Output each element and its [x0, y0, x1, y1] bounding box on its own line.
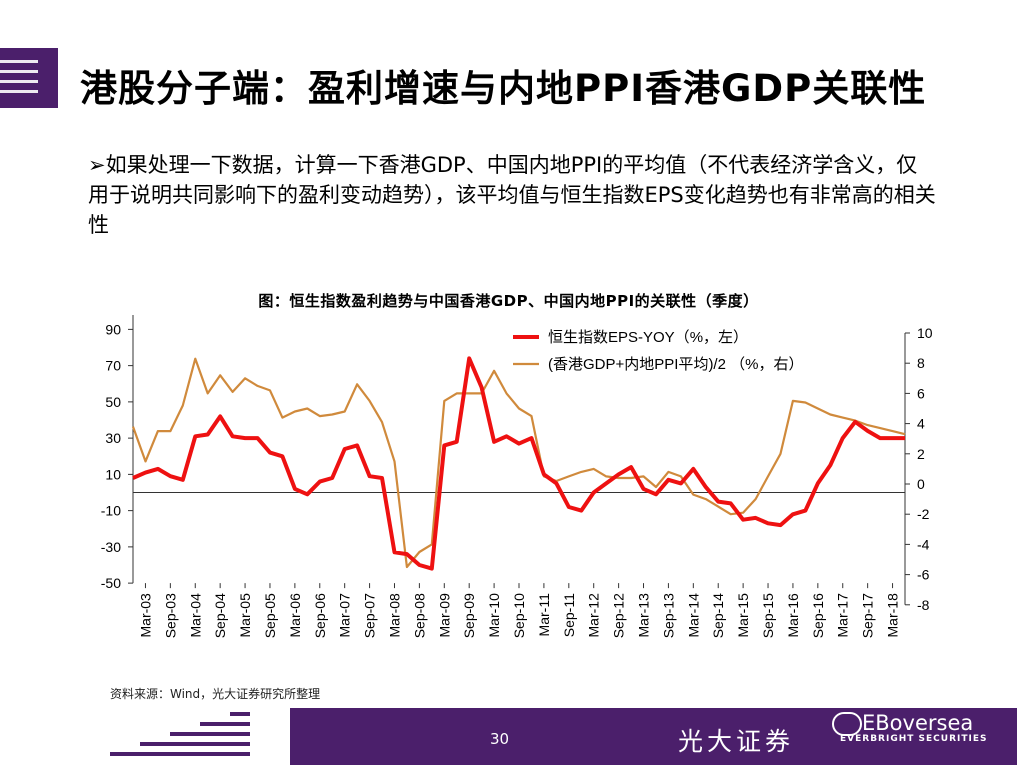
bullet-text: ➢如果处理一下数据，计算一下香港GDP、中国内地PPI的平均值（不代表经济学含义… [88, 153, 936, 237]
x-tick-label: Mar-05 [237, 593, 253, 638]
y-right-tick-label: -2 [917, 506, 930, 522]
x-tick-label: Sep-15 [760, 593, 776, 638]
x-tick-label: Mar-11 [536, 593, 552, 637]
x-tick-label: Mar-17 [835, 593, 851, 638]
y-left-tick-label: 10 [105, 466, 121, 482]
y-left-tick-label: 70 [105, 358, 121, 374]
x-tick-label: Mar-09 [436, 593, 452, 638]
chart-caption: 图：恒生指数盈利趋势与中国香港GDP、中国内地PPI的关联性（季度） [258, 292, 759, 310]
y-right-tick-label: 8 [917, 355, 925, 371]
y-left-tick-label: -50 [101, 575, 121, 591]
x-tick-label: Sep-11 [561, 593, 577, 637]
y-right-tick-label: 0 [917, 476, 925, 492]
x-tick-label: Sep-14 [710, 593, 726, 638]
page-number: 30 [490, 730, 510, 748]
x-tick-label: Mar-04 [187, 593, 203, 638]
x-tick-label: Sep-03 [162, 593, 178, 638]
y-right-tick-label: 10 [917, 325, 933, 341]
series-line-eps-yoy [132, 356, 905, 571]
x-tick-label: Mar-18 [885, 593, 901, 638]
x-tick-label: Mar-13 [636, 593, 652, 638]
brand-english: EBoversea [862, 711, 974, 735]
x-tick-label: Mar-16 [785, 593, 801, 638]
x-tick-label: Mar-15 [735, 593, 751, 638]
y-right-tick-label: 2 [917, 446, 925, 462]
x-tick-label: Sep-13 [660, 593, 676, 638]
y-left-tick-label: -10 [101, 503, 121, 519]
x-tick-label: Mar-14 [685, 593, 701, 638]
x-tick-label: Mar-10 [486, 593, 502, 638]
legend-label-eps: 恒生指数EPS-YOY（%，左） [548, 329, 748, 346]
y-left-tick-label: 50 [105, 394, 121, 410]
x-tick-label: Sep-06 [312, 593, 328, 638]
x-tick-label: Mar-08 [386, 593, 402, 638]
eps-correlation-chart: 90 70 50 30 10 -10 -30 -50 10 8 6 4 2 0 -2 -4 -6 -8 Mar-03… [101, 315, 933, 638]
x-tick-label: Sep-07 [362, 593, 378, 638]
brand-chinese: 光大证券 [678, 727, 795, 756]
x-tick-label: Sep-17 [860, 593, 876, 638]
source-note: 资料来源：Wind，光大证券研究所整理 [110, 687, 321, 701]
title-decoration [0, 48, 58, 108]
y-right-tick-label: -8 [917, 597, 930, 613]
series-line-gdp-ppi-average [131, 357, 906, 569]
x-tick-label: Sep-12 [611, 593, 627, 638]
y-left-tick-label: -30 [101, 539, 121, 555]
x-tick-label: Mar-06 [287, 593, 303, 638]
y-left-tick-label: 90 [105, 321, 121, 337]
slide-title: 港股分子端：盈利增速与内地PPI香港GDP关联性 [80, 67, 927, 110]
y-right-tick-label: 4 [917, 416, 925, 432]
y-right-tick-label: -6 [917, 567, 930, 583]
x-tick-label: Sep-10 [511, 593, 527, 638]
brand-subtitle: EVERBRIGHT SECURITIES [840, 734, 988, 744]
legend-label-avg: (香港GDP+内地PPI平均)/2 （%，右） [548, 356, 803, 373]
x-tick-label: Sep-04 [212, 593, 228, 638]
y-right-tick-label: -4 [917, 536, 930, 552]
footer-bar [0, 708, 1017, 765]
y-left-tick-label: 30 [105, 430, 121, 446]
footer-lines-decoration [0, 708, 290, 765]
x-tick-label: Sep-16 [810, 593, 826, 638]
x-tick-label: Sep-09 [461, 593, 477, 638]
x-tick-label: Mar-07 [337, 593, 353, 638]
x-tick-label: Sep-08 [411, 593, 427, 638]
x-tick-label: Mar-03 [137, 593, 153, 638]
x-tick-label: Mar-12 [586, 593, 602, 638]
wechat-icon [832, 712, 862, 736]
x-tick-label: Sep-05 [262, 593, 278, 638]
y-right-tick-label: 6 [917, 385, 925, 401]
